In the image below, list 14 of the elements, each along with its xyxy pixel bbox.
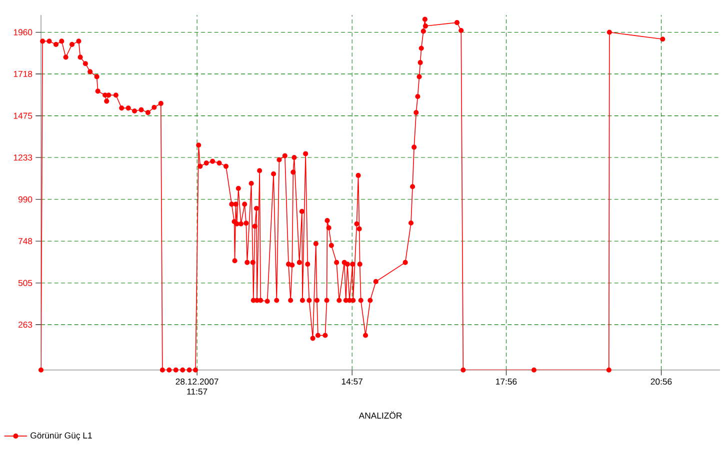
y-tick-label: 748	[18, 238, 32, 244]
y-tick-label: 1718	[14, 70, 32, 78]
legend-label: Görünür Güç L1	[30, 432, 92, 440]
x-tick-label: 14:57	[342, 378, 362, 385]
x-axis-title: ANALIZÖR	[358, 411, 402, 419]
y-tick-label: 1960	[14, 29, 32, 36]
y-tick-label: 505	[18, 280, 32, 286]
y-tick-label: 1233	[14, 154, 32, 161]
y-tick-label: 1475	[14, 112, 32, 119]
y-tick-label: 990	[18, 196, 32, 202]
x-tick-label: 28.12.2007 11:57	[176, 378, 218, 395]
x-tick-label: 20:56	[650, 378, 672, 385]
x-tick-label: 17:56	[496, 378, 517, 385]
y-tick-label: 263	[18, 322, 32, 328]
